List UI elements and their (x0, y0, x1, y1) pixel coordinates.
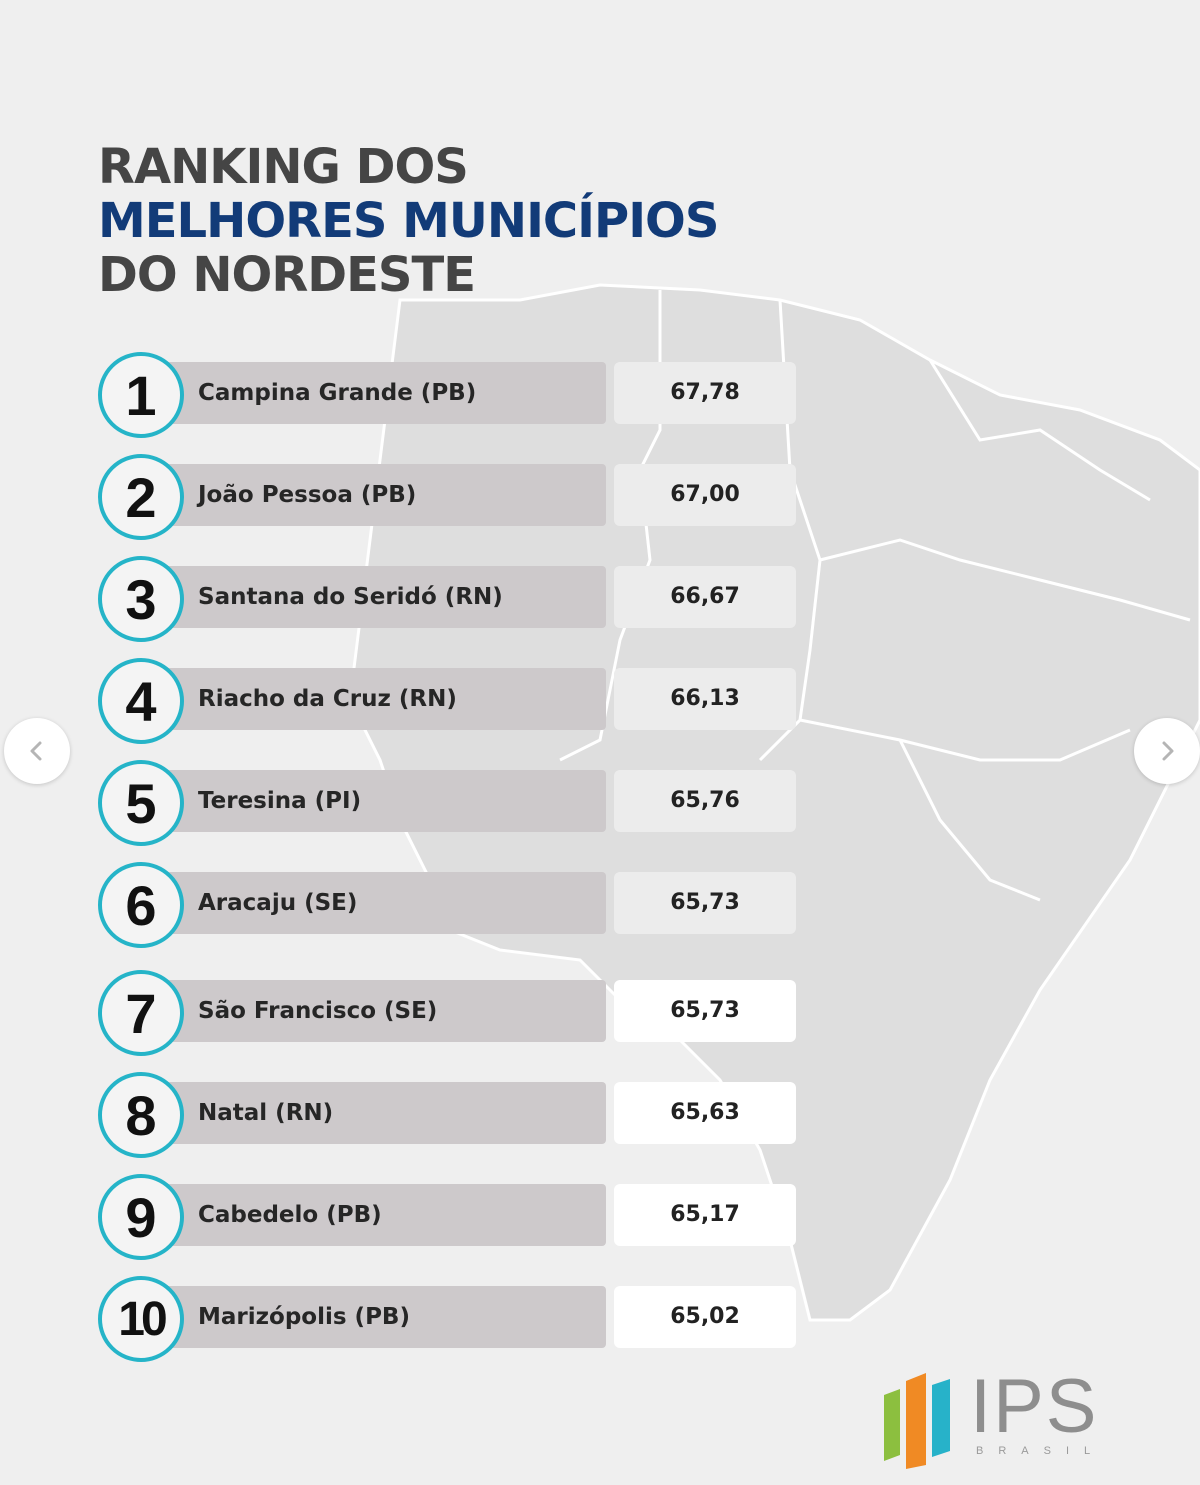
rank-number: 9 (98, 1174, 184, 1260)
ranking-row: 9 Cabedelo (PB) 65,17 (96, 1172, 800, 1264)
ranking-row: 6 Aracaju (SE) 65,73 (96, 860, 800, 952)
municipality-name: Natal (RN) (198, 1100, 334, 1126)
rank-number: 7 (98, 970, 184, 1056)
rank-number: 4 (98, 658, 184, 744)
municipality-name: João Pessoa (PB) (198, 482, 417, 508)
title-line-2: MELHORES MUNICÍPIOS (98, 193, 719, 249)
ranking-row: 7 São Francisco (SE) 65,73 (96, 968, 800, 1060)
municipality-name: Aracaju (SE) (198, 890, 358, 916)
rank-number: 1 (98, 352, 184, 438)
score-value: 65,17 (614, 1184, 796, 1246)
name-bar (140, 770, 606, 832)
name-bar (140, 362, 606, 424)
municipality-name: Riacho da Cruz (RN) (198, 686, 457, 712)
score-value: 65,73 (614, 872, 796, 934)
municipality-name: Marizópolis (PB) (198, 1304, 410, 1330)
name-bar (140, 1184, 606, 1246)
rank-number: 2 (98, 454, 184, 540)
score-value: 65,73 (614, 980, 796, 1042)
title-line-3: DO NORDESTE (98, 247, 476, 303)
name-bar (140, 1082, 606, 1144)
ranking-row: 5 Teresina (PI) 65,76 (96, 758, 800, 850)
name-bar (140, 464, 606, 526)
score-value: 67,78 (614, 362, 796, 424)
rank-number: 8 (98, 1072, 184, 1158)
ips-brasil-logo: IPS BRASIL (880, 1365, 1120, 1475)
ranking-row: 4 Riacho da Cruz (RN) 66,13 (96, 656, 800, 748)
name-bar (140, 872, 606, 934)
score-value: 65,76 (614, 770, 796, 832)
ranking-row: 8 Natal (RN) 65,63 (96, 1070, 800, 1162)
ranking-row: 2 João Pessoa (PB) 67,00 (96, 452, 800, 544)
rank-number: 3 (98, 556, 184, 642)
municipality-name: Campina Grande (PB) (198, 380, 477, 406)
logo-text: IPS (970, 1364, 1099, 1449)
ranking-row: 10 Marizópolis (PB) 65,02 (96, 1274, 800, 1366)
score-value: 65,02 (614, 1286, 796, 1348)
name-bar (140, 566, 606, 628)
municipality-name: São Francisco (SE) (198, 998, 438, 1024)
score-value: 66,67 (614, 566, 796, 628)
carousel-prev-button[interactable] (4, 718, 70, 784)
name-bar (140, 1286, 606, 1348)
logo-subtitle: BRASIL (976, 1445, 1106, 1457)
rank-number: 5 (98, 760, 184, 846)
score-value: 67,00 (614, 464, 796, 526)
score-value: 65,63 (614, 1082, 796, 1144)
municipality-name: Santana do Seridó (RN) (198, 584, 503, 610)
title-line-1: RANKING DOS (98, 139, 469, 195)
ranking-row: 3 Santana do Seridó (RN) 66,67 (96, 554, 800, 646)
ranking-row: 1 Campina Grande (PB) 67,78 (96, 350, 800, 442)
page-title: RANKING DOS MELHORES MUNICÍPIOS DO NORDE… (98, 139, 719, 303)
name-bar (140, 668, 606, 730)
score-value: 66,13 (614, 668, 796, 730)
logo-bars-icon (884, 1373, 950, 1469)
municipality-name: Teresina (PI) (198, 788, 362, 814)
rank-number: 6 (98, 862, 184, 948)
name-bar (140, 980, 606, 1042)
chevron-right-icon (1162, 741, 1174, 761)
municipality-name: Cabedelo (PB) (198, 1202, 382, 1228)
carousel-next-button[interactable] (1134, 718, 1200, 784)
rank-number: 10 (98, 1276, 184, 1362)
chevron-left-icon (30, 741, 42, 761)
